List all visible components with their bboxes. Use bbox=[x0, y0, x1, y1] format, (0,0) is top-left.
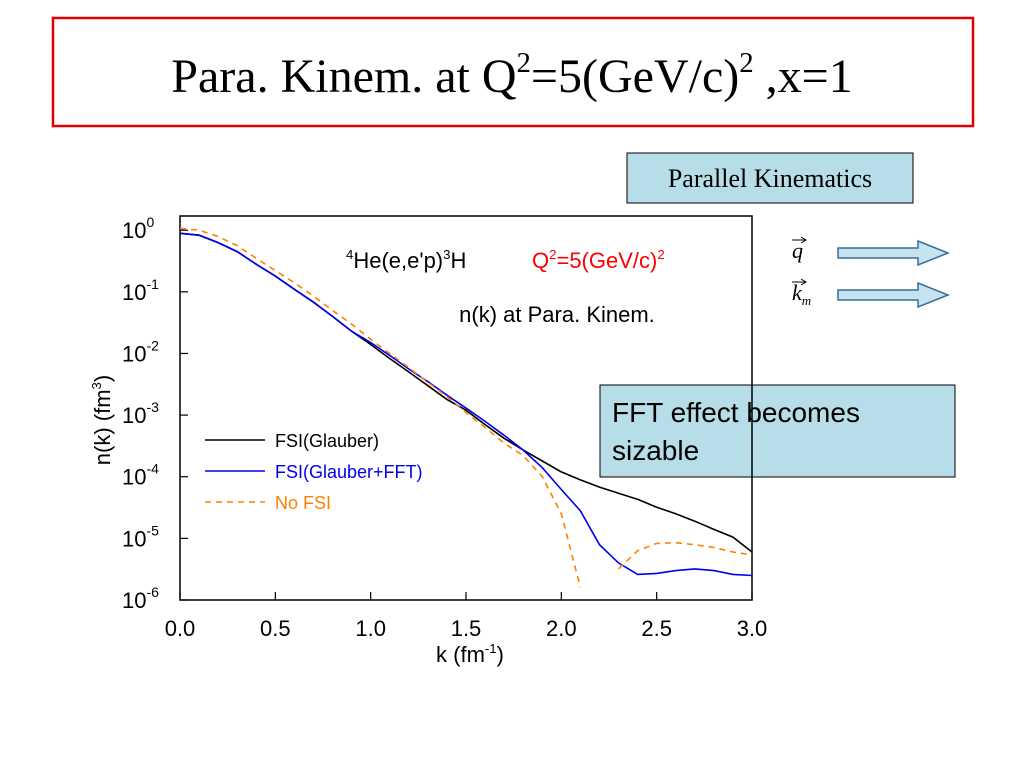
title-frame bbox=[51, 16, 975, 128]
vector-symbol-part: k bbox=[792, 280, 803, 305]
x-tick-label: 2.5 bbox=[641, 616, 672, 641]
x-axis-label-part: ) bbox=[497, 642, 504, 667]
slide-title-part: ,x=1 bbox=[754, 50, 853, 103]
y-tick-label: 10-3 bbox=[122, 399, 159, 428]
annotation-part: =5(GeV/c) bbox=[556, 248, 657, 273]
y-tick-label-exp: -5 bbox=[146, 522, 159, 538]
y-tick-label-exp: 0 bbox=[146, 214, 154, 230]
vector-subscript: m bbox=[802, 293, 811, 308]
y-tick-label-exp: -4 bbox=[146, 461, 159, 477]
x-axis-label: k (fm-1) bbox=[436, 641, 504, 667]
annotation-part: H bbox=[450, 248, 466, 273]
x-axis-label-part: k (fm bbox=[436, 642, 485, 667]
x-tick-label: 1.0 bbox=[355, 616, 386, 641]
slide-title-part: 2 bbox=[739, 47, 753, 79]
annotation: n(k) at Para. Kinem. bbox=[459, 302, 655, 327]
annotation-part: 4 bbox=[346, 247, 353, 262]
vector-arrow bbox=[837, 281, 951, 309]
legend-label: No FSI bbox=[275, 493, 331, 513]
y-tick-label-base: 10 bbox=[122, 465, 146, 490]
legend-label: FSI(Glauber) bbox=[275, 431, 379, 451]
kinematics-box bbox=[626, 152, 914, 204]
annotation: Q2=5(GeV/c)2 bbox=[532, 247, 665, 273]
y-tick-label-exp: -1 bbox=[146, 276, 159, 292]
y-tick-label-exp: -3 bbox=[146, 399, 159, 415]
annotation-part: 3 bbox=[443, 247, 450, 262]
y-tick-label-base: 10 bbox=[122, 341, 146, 366]
annotation-part: 2 bbox=[549, 247, 556, 262]
y-tick-label-exp: -2 bbox=[146, 337, 159, 353]
vector-overarrow-head bbox=[800, 236, 807, 244]
y-axis-label-part: 3 bbox=[89, 382, 104, 389]
y-tick-label: 100 bbox=[122, 214, 154, 243]
slide-title-part: Para. Kinem. at Q bbox=[171, 50, 516, 103]
annotation-part: 2 bbox=[657, 247, 664, 262]
y-axis-label-part: n(k) (fm bbox=[90, 389, 115, 465]
kinematics-label: Parallel Kinematics bbox=[668, 164, 872, 193]
slide-title: Para. Kinem. at Q2=5(GeV/c)2 ,x=1 bbox=[171, 47, 852, 103]
vector-arrow bbox=[837, 239, 951, 267]
legend-label: FSI(Glauber+FFT) bbox=[275, 462, 423, 482]
y-axis-label-part: ) bbox=[90, 375, 115, 382]
x-tick-label: 3.0 bbox=[737, 616, 768, 641]
y-tick-label: 10-4 bbox=[122, 461, 159, 490]
y-tick-label-base: 10 bbox=[122, 526, 146, 551]
x-axis-label-part: -1 bbox=[485, 641, 497, 656]
series-line bbox=[180, 232, 752, 577]
y-tick-label-base: 10 bbox=[122, 588, 146, 613]
note-line: sizable bbox=[612, 435, 699, 466]
slide-title-part: =5(GeV/c) bbox=[531, 50, 739, 103]
y-tick-label: 10-1 bbox=[122, 276, 159, 305]
x-tick-label: 2.0 bbox=[546, 616, 577, 641]
y-tick-label-base: 10 bbox=[122, 218, 146, 243]
vector-symbol: q bbox=[792, 238, 803, 263]
annotation: 4He(e,e'p)3H bbox=[346, 247, 466, 273]
note-line: FFT effect becomes bbox=[612, 397, 860, 428]
note-box bbox=[599, 384, 956, 478]
x-tick-label: 0.0 bbox=[165, 616, 196, 641]
y-tick-label-base: 10 bbox=[122, 280, 146, 305]
vector-symbol-part: q bbox=[792, 238, 803, 263]
annotation-part: He(e,e'p) bbox=[353, 248, 443, 273]
annotation-part: Q bbox=[532, 248, 549, 273]
y-tick-label: 10-5 bbox=[122, 522, 159, 551]
vector-overarrow-head bbox=[800, 278, 807, 286]
x-tick-label: 1.5 bbox=[451, 616, 482, 641]
series-line bbox=[180, 227, 752, 588]
x-tick-label: 0.5 bbox=[260, 616, 291, 641]
y-tick-label: 10-6 bbox=[122, 584, 159, 613]
y-tick-label-exp: -6 bbox=[146, 584, 159, 600]
vector-symbol: km bbox=[792, 280, 811, 308]
slide-title-part: 2 bbox=[517, 47, 531, 79]
y-tick-label-base: 10 bbox=[122, 403, 146, 428]
y-axis-label: n(k) (fm3) bbox=[89, 375, 115, 465]
annotation-part: n(k) at Para. Kinem. bbox=[459, 302, 655, 327]
y-tick-label: 10-2 bbox=[122, 337, 159, 366]
